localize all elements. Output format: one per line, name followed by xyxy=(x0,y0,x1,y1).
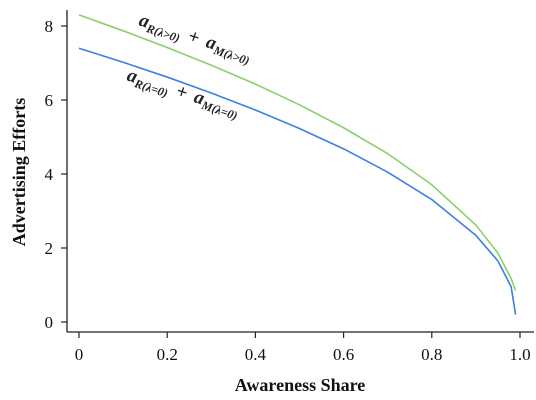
x-axis-title: Awareness Share xyxy=(235,375,366,395)
annotation-lambda-zero: aR(λ=0) +aM(λ=0) xyxy=(124,65,242,123)
x-tick-label: 0.8 xyxy=(421,345,442,364)
x-tick-label: 0.6 xyxy=(333,345,354,364)
y-tick-label: 2 xyxy=(45,239,54,258)
series-group xyxy=(78,14,517,315)
svg-text:aR(λ=0)+aM(λ=0): aR(λ=0) +aM(λ=0) xyxy=(124,65,242,123)
y-ticks: 0 2 4 6 8 xyxy=(45,17,67,332)
x-tick-label: 0.2 xyxy=(157,345,178,364)
annot-1-plus: + xyxy=(186,26,203,49)
annot-2-plus: + xyxy=(174,81,191,104)
y-axis-title: Advertising Efforts xyxy=(9,98,29,246)
series-line-0 xyxy=(78,14,517,291)
x-ticks: 0 0.2 0.4 0.6 0.8 1.0 xyxy=(75,332,531,364)
y-tick-label: 0 xyxy=(45,313,54,332)
y-tick-label: 6 xyxy=(45,91,54,110)
x-tick-label: 0 xyxy=(75,345,84,364)
annot-1-sub-m: M(λ>0) xyxy=(211,43,251,68)
y-tick-label: 8 xyxy=(45,17,54,36)
annot-2-sub-r: R(λ=0) xyxy=(132,76,170,100)
x-tick-label: 0.4 xyxy=(245,345,267,364)
x-tick-label: 1.0 xyxy=(509,345,530,364)
plot-frame xyxy=(66,10,534,333)
y-tick-label: 4 xyxy=(45,165,54,184)
series-line-1 xyxy=(78,47,517,315)
